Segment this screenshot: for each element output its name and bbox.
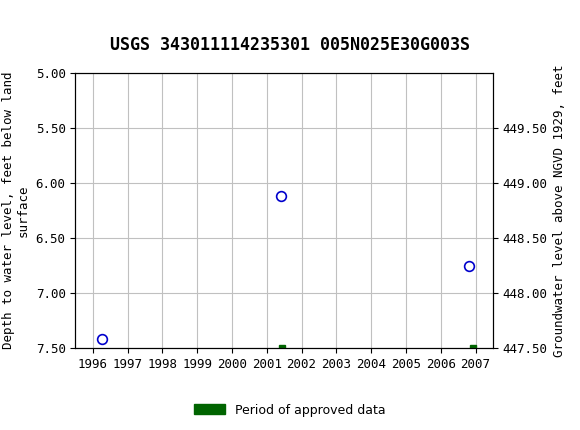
Y-axis label: Depth to water level, feet below land
surface: Depth to water level, feet below land su… (2, 72, 30, 350)
Text: ≡USGS: ≡USGS (14, 12, 96, 33)
Text: USGS 343011114235301 005N025E30G003S: USGS 343011114235301 005N025E30G003S (110, 36, 470, 54)
Y-axis label: Groundwater level above NGVD 1929, feet: Groundwater level above NGVD 1929, feet (553, 64, 566, 357)
Legend: Period of approved data: Period of approved data (189, 399, 391, 421)
